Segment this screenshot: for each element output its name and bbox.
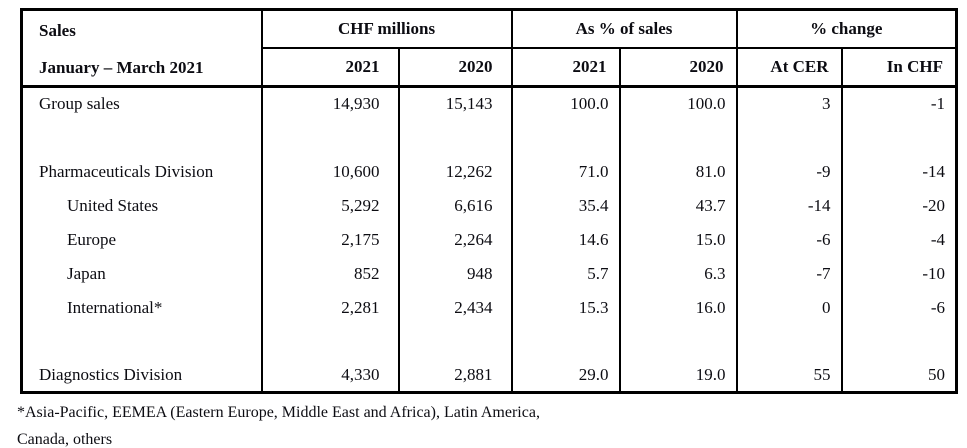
cell-change-at-cer: -14 [735,188,842,223]
cell-change-at-cer: -7 [735,256,842,291]
cell-pct-2020: 19.0 [618,358,737,393]
group-header-pct-of-sales: As % of sales [510,9,737,49]
cell-chf-2021: 10,600 [260,154,399,189]
cell-chf-2021: 5,292 [260,188,399,223]
cell-pct-2020: 81.0 [618,154,737,189]
col-header-pct-2021: 2021 [510,48,620,88]
cell-chf-2020: 2,434 [397,290,512,325]
cell-change-in-chf: -10 [840,256,957,291]
header-group-row: Sales January – March 2021 CHF millions … [21,9,957,88]
cell-pct-2021: 35.4 [510,188,620,223]
cell-pct-2021: 100.0 [510,86,620,121]
row-label: Diagnostics Division [39,364,183,384]
table-row-group-sales: Group sales 14,930 15,143 100.0 100.0 3 … [22,86,957,121]
table-title: Sales [39,21,76,40]
group-header-chf-millions: CHF millions [260,9,512,49]
row-label: Japan [67,263,106,283]
row-label [22,121,262,155]
cell-change-in-chf: -4 [840,222,957,257]
col-header-at-cer: At CER [735,48,842,88]
cell-pct-2021: 29.0 [510,358,620,393]
cell-change-at-cer [735,120,842,155]
group-header-pct-change: % change [735,9,957,49]
cell-pct-2021 [510,120,620,155]
cell-change-in-chf: -6 [840,290,957,325]
col-header-in-chf: In CHF [840,48,957,88]
row-label: Pharmaceuticals Division [39,161,214,181]
cell-chf-2021: 4,330 [260,358,399,393]
cell-pct-2021 [510,324,620,359]
cell-chf-2021 [260,120,399,155]
cell-chf-2020: 2,264 [397,222,512,257]
sales-table: Sales January – March 2021 CHF millions … [20,8,959,394]
row-label: International* [67,297,163,317]
cell-change-at-cer [735,324,842,359]
cell-change-in-chf: -14 [840,154,957,189]
col-header-chf-2020: 2020 [397,48,512,88]
table-body: Group sales 14,930 15,143 100.0 100.0 3 … [22,86,957,393]
cell-chf-2021: 852 [260,256,399,291]
cell-chf-2021: 2,281 [260,290,399,325]
row-label [22,325,262,359]
cell-chf-2021: 2,175 [260,222,399,257]
cell-chf-2020: 2,881 [397,358,512,393]
table-row-diagnostics-division: Diagnostics Division 4,330 2,881 29.0 19… [22,358,957,393]
cell-change-at-cer: -6 [735,222,842,257]
cell-pct-2021: 5.7 [510,256,620,291]
row-label: Europe [67,229,117,249]
table-row-europe: Europe 2,175 2,264 14.6 15.0 -6 -4 [22,222,957,257]
cell-pct-2020: 15.0 [618,222,737,257]
row-label: United States [67,195,159,215]
cell-chf-2020: 15,143 [397,86,512,121]
table-row-international: International* 2,281 2,434 15.3 16.0 0 -… [22,290,957,325]
table-row-pharmaceuticals-division: Pharmaceuticals Division 10,600 12,262 7… [22,154,957,189]
footnote-line-1: *Asia-Pacific, EEMEA (Eastern Europe, Mi… [17,404,540,421]
table-title-cell: Sales January – March 2021 [21,9,263,88]
cell-change-in-chf [840,120,957,155]
table-row-spacer [22,324,957,359]
cell-pct-2020 [618,324,737,359]
table-row-japan: Japan 852 948 5.7 6.3 -7 -10 [22,256,957,291]
cell-change-at-cer: -9 [735,154,842,189]
cell-change-in-chf [840,324,957,359]
cell-chf-2020 [397,120,512,155]
cell-pct-2020: 6.3 [618,256,737,291]
footnote: *Asia-Pacific, EEMEA (Eastern Europe, Mi… [17,399,967,448]
cell-pct-2021: 14.6 [510,222,620,257]
cell-chf-2020: 12,262 [397,154,512,189]
cell-pct-2021: 15.3 [510,290,620,325]
cell-chf-2020: 948 [397,256,512,291]
cell-pct-2021: 71.0 [510,154,620,189]
cell-change-at-cer: 0 [735,290,842,325]
cell-pct-2020 [618,120,737,155]
cell-chf-2020: 6,616 [397,188,512,223]
cell-change-at-cer: 3 [735,86,842,121]
table-header: Sales January – March 2021 CHF millions … [21,9,957,88]
cell-change-in-chf: -20 [840,188,957,223]
col-header-pct-2020: 2020 [618,48,737,88]
table-row-spacer [22,120,957,155]
footnote-line-2: Canada, others [17,431,113,448]
col-header-chf-2021: 2021 [260,48,399,88]
cell-change-in-chf: 50 [840,358,957,393]
row-label: Group sales [39,94,120,114]
cell-change-in-chf: -1 [840,86,957,121]
cell-pct-2020: 43.7 [618,188,737,223]
table-row-united-states: United States 5,292 6,616 35.4 43.7 -14 … [22,188,957,223]
cell-pct-2020: 16.0 [618,290,737,325]
cell-chf-2021: 14,930 [260,86,399,121]
cell-chf-2021 [260,324,399,359]
table-subtitle: January – March 2021 [39,58,204,77]
cell-chf-2020 [397,324,512,359]
cell-change-at-cer: 55 [735,358,842,393]
cell-pct-2020: 100.0 [618,86,737,121]
header-year-row: 2021 2020 2021 2020 At CER In CHF [22,48,957,88]
